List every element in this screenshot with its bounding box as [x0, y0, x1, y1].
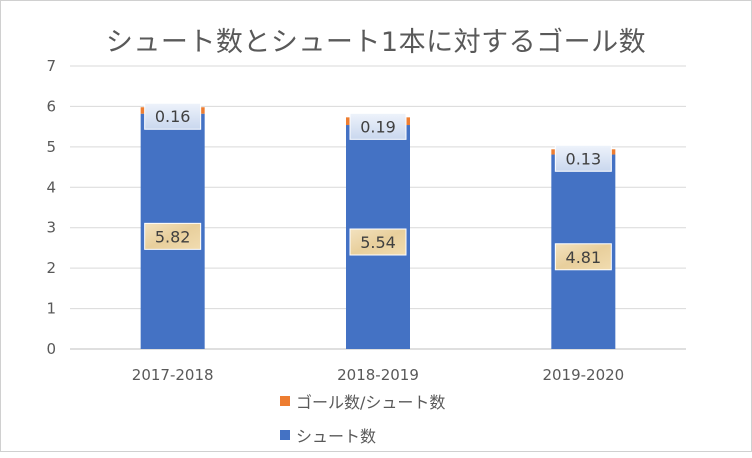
x-tick-label: 2018-2019: [337, 366, 419, 384]
data-label-box-goal-rate: [554, 144, 612, 172]
data-label-box-goal-rate: [144, 102, 202, 130]
data-label-shots: 4.81: [566, 248, 602, 267]
y-tick-label: 2: [46, 259, 56, 277]
data-label-box-shots: [349, 228, 407, 256]
y-tick-label: 6: [46, 97, 56, 115]
x-tick-label: 2019-2020: [542, 366, 624, 384]
legend-label-shots: シュート数: [296, 427, 377, 446]
legend-swatch-goal-rate: [280, 396, 290, 406]
legend-swatch-shots: [280, 430, 290, 440]
chart-title: シュート数とシュート1本に対するゴール数: [105, 27, 647, 58]
data-label-box-shots: [554, 243, 612, 271]
legend-label-goal-rate: ゴール数/シュート数: [296, 393, 446, 412]
y-tick-label: 7: [46, 57, 56, 75]
data-label-shots: 5.82: [155, 227, 191, 246]
x-tick-label: 2017-2018: [132, 366, 214, 384]
data-label-goal-rate: 0.16: [155, 107, 191, 126]
y-tick-label: 4: [46, 178, 56, 196]
y-tick-label: 0: [46, 340, 56, 358]
data-label-goal-rate: 0.19: [360, 117, 396, 136]
y-tick-label: 5: [46, 138, 56, 156]
legend-item-shots: シュート数: [280, 424, 445, 446]
legend-item-goal-rate: ゴール数/シュート数: [280, 390, 445, 412]
data-label-goal-rate: 0.13: [566, 149, 602, 168]
y-tick-label: 3: [46, 219, 56, 237]
legend: ゴール数/シュート数 シュート数: [280, 390, 445, 458]
y-tick-label: 1: [46, 300, 56, 318]
data-label-box-shots: [144, 222, 202, 250]
data-label-shots: 5.54: [360, 233, 396, 252]
data-label-box-goal-rate: [349, 112, 407, 140]
